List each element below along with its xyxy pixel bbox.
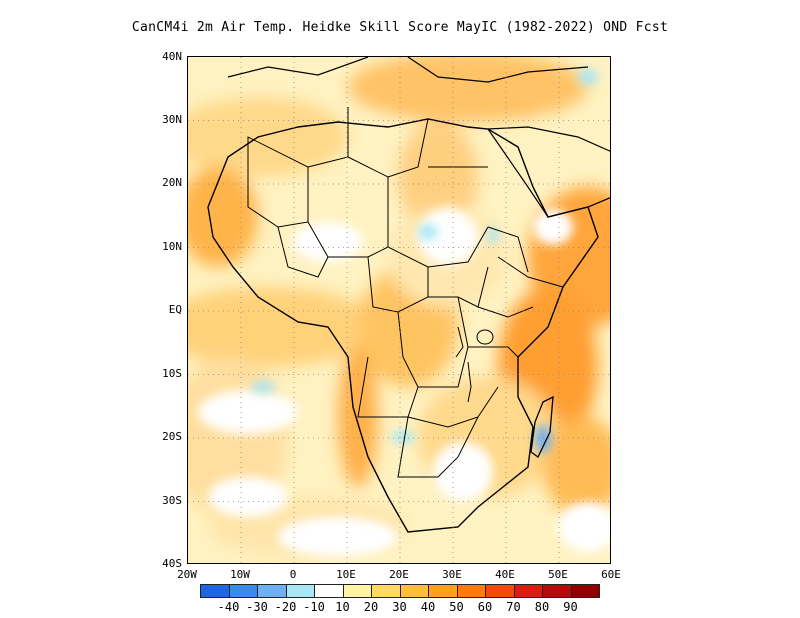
colorbar-swatch: [456, 584, 486, 598]
lat-label: EQ: [168, 303, 182, 316]
lat-label: 20N: [162, 176, 182, 189]
colorbar-label: 50: [449, 600, 464, 614]
lat-label: 40N: [162, 50, 182, 63]
lat-label: 40S: [162, 557, 182, 570]
colorbar-label: -10: [303, 600, 325, 614]
lon-label: 10E: [336, 568, 356, 581]
colorbar-swatch: [399, 584, 429, 598]
lat-label: 10S: [162, 367, 182, 380]
colorbar-swatch: [342, 584, 372, 598]
colorbar-label: 80: [534, 600, 550, 614]
colorbar-swatch: [371, 584, 401, 598]
colorbar-swatch: [257, 584, 287, 598]
colorbar-swatch: [513, 584, 543, 598]
colorbar-swatch: [200, 584, 230, 598]
colorbar-swatch: [542, 584, 572, 598]
colorbar-swatch: [285, 584, 315, 598]
colorbar-label: -40: [217, 600, 240, 614]
gridlines: [188, 57, 610, 563]
low-skill-areas: [198, 209, 610, 557]
colorbar-label: 60: [477, 600, 493, 614]
lon-label: 60E: [601, 568, 621, 581]
colorbar-label: 90: [563, 600, 578, 614]
lat-label: 20S: [162, 430, 182, 443]
lon-label: 40E: [495, 568, 515, 581]
negative-skill-areas: [251, 69, 598, 453]
lakes: [455, 326, 494, 403]
colorbar-label: 40: [420, 600, 436, 614]
country-borders: [247, 107, 564, 478]
lon-label: 30E: [442, 568, 462, 581]
colorbar-swatch: [485, 584, 515, 598]
lat-label: 30N: [162, 113, 182, 126]
colorbar-label: 10: [335, 600, 350, 614]
skill-score-map: [188, 57, 610, 563]
lon-label: 20E: [389, 568, 409, 581]
europe-coastline: [227, 57, 589, 83]
lon-label: 50E: [548, 568, 568, 581]
colorbar-swatch: [428, 584, 458, 598]
lon-label: 0: [289, 568, 297, 581]
colorbar-label: -30: [246, 600, 268, 614]
colorbar-label: -20: [274, 600, 297, 614]
colorbar-swatch: [570, 584, 600, 598]
chart-title: CanCM4i 2m Air Temp. Heidke Skill Score …: [131, 20, 669, 35]
madagascar-outline: [530, 395, 554, 458]
colorbar-label: 20: [363, 600, 379, 614]
colorbar-label: 70: [506, 600, 521, 614]
colorbar-swatch: [228, 584, 258, 598]
map-plot-area: [187, 56, 611, 564]
lat-label: 30S: [162, 494, 182, 507]
lon-label: 10W: [230, 568, 250, 581]
colorbar-swatch: [314, 584, 344, 598]
lat-label: 10N: [162, 240, 182, 253]
africa-coastline: [207, 118, 599, 533]
lon-label: 20W: [177, 568, 197, 581]
colorbar-label: 30: [392, 600, 407, 614]
arabia-outline: [486, 126, 610, 218]
